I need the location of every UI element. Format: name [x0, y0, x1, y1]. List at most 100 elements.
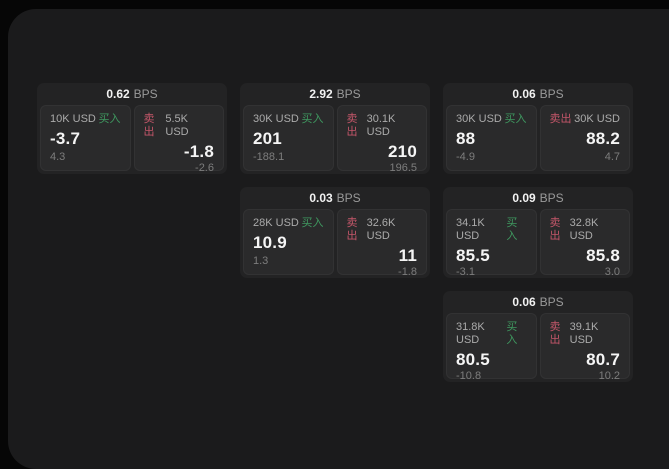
buy-price-value: 88: [456, 129, 476, 148]
buy-change-value: -3.1: [456, 266, 475, 278]
sell-tile[interactable]: 卖出 39.1K USD 80.7 10.2: [539, 313, 630, 382]
buy-price-value: -3.7: [50, 129, 81, 148]
sell-tile-top: 卖出 32.8K USD: [550, 217, 621, 243]
sell-change-value: 10.2: [598, 370, 620, 382]
sell-tile[interactable]: 卖出 30.1K USD 210 196.5: [336, 105, 427, 174]
bps-value: 0.03: [309, 191, 333, 205]
buy-sell-tiles: 34.1K USD 买入 85.5 -3.1 卖出 32.8K USD 85.8…: [446, 209, 630, 278]
bps-header: 0.09 BPS: [446, 187, 630, 209]
sell-side-label: 卖出: [549, 113, 572, 125]
sell-price-value: 80.7: [586, 350, 620, 369]
sell-tile-top: 卖出 32.6K USD: [347, 217, 418, 243]
buy-tile[interactable]: 34.1K USD 买入 85.5 -3.1: [446, 209, 537, 278]
sell-side-label: 卖出: [346, 217, 358, 242]
buy-side-label: 买入: [506, 321, 518, 346]
sell-change-value: -2.6: [195, 162, 214, 174]
sell-price-value: 210: [388, 142, 417, 161]
buy-sell-tiles: 31.8K USD 买入 80.5 -10.8 卖出 39.1K USD 80.…: [446, 313, 630, 382]
buy-tile-top: 31.8K USD 买入: [456, 321, 527, 347]
sell-size-label: 39.1K USD: [569, 321, 599, 346]
buy-tile[interactable]: 30K USD 买入 201 -188.1: [243, 105, 334, 171]
sell-tile-top: 卖出 30.1K USD: [347, 113, 418, 139]
sell-tile[interactable]: 卖出 32.6K USD 11 -1.8: [336, 209, 427, 278]
buy-change-value: 1.3: [253, 255, 269, 267]
buy-tile[interactable]: 31.8K USD 买入 80.5 -10.8: [446, 313, 537, 382]
bps-value: 0.09: [512, 191, 536, 205]
sell-change-value: 3.0: [604, 266, 620, 278]
buy-tile-top: 34.1K USD 买入: [456, 217, 527, 243]
buy-change-value: -10.8: [456, 370, 482, 382]
buy-side-label: 买入: [506, 217, 518, 242]
bps-unit-label: BPS: [539, 191, 564, 205]
buy-change-value: -188.1: [253, 151, 285, 163]
buy-size-label: 10K USD: [50, 113, 96, 125]
buy-price-value: 201: [253, 129, 282, 148]
bps-value: 0.62: [106, 87, 130, 101]
buy-side-label: 买入: [301, 113, 324, 125]
sell-tile-top: 卖出 5.5K USD: [144, 113, 215, 139]
sell-size-label: 32.8K USD: [569, 217, 599, 242]
sell-change-value: 4.7: [604, 151, 620, 163]
bps-value: 0.06: [512, 87, 536, 101]
sell-side-label: 卖出: [346, 113, 358, 138]
buy-size-label: 28K USD: [253, 217, 299, 229]
buy-tile-top: 10K USD 买入: [50, 113, 121, 126]
buy-size-label: 34.1K USD: [456, 217, 485, 242]
quote-card: 0.09 BPS 34.1K USD 买入 85.5 -3.1 卖出 32.8K…: [443, 187, 633, 278]
sell-tile[interactable]: 卖出 30K USD 88.2 4.7: [539, 105, 630, 171]
bps-header: 0.06 BPS: [446, 83, 630, 105]
sell-size-label: 30.1K USD: [366, 113, 396, 138]
quote-card: 0.06 BPS 31.8K USD 买入 80.5 -10.8 卖出 39.1…: [443, 291, 633, 382]
sell-size-label: 32.6K USD: [366, 217, 396, 242]
sell-tile[interactable]: 卖出 5.5K USD -1.8 -2.6: [133, 105, 224, 174]
sell-price-value: 85.8: [586, 246, 620, 265]
buy-price-value: 85.5: [456, 246, 490, 265]
bps-header: 0.62 BPS: [40, 83, 224, 105]
buy-side-label: 买入: [98, 113, 121, 125]
bps-unit-label: BPS: [336, 87, 361, 101]
buy-size-label: 31.8K USD: [456, 321, 485, 346]
sell-price-value: -1.8: [183, 142, 214, 161]
quotes-grid: 0.62 BPS 10K USD 买入 -3.7 4.3 卖出 5.5K USD…: [37, 83, 633, 382]
sell-size-label: 30K USD: [574, 113, 620, 125]
bps-unit-label: BPS: [133, 87, 158, 101]
sell-side-label: 卖出: [549, 217, 561, 242]
buy-tile[interactable]: 10K USD 买入 -3.7 4.3: [40, 105, 131, 171]
sell-tile-top: 卖出 39.1K USD: [550, 321, 621, 347]
quote-card: 0.06 BPS 30K USD 买入 88 -4.9 卖出 30K USD 8…: [443, 83, 633, 174]
bps-unit-label: BPS: [539, 295, 564, 309]
buy-tile-top: 28K USD 买入: [253, 217, 324, 230]
bps-unit-label: BPS: [336, 191, 361, 205]
sell-change-value: 196.5: [389, 162, 417, 174]
buy-tile-top: 30K USD 买入: [456, 113, 527, 126]
sell-side-label: 卖出: [549, 321, 561, 346]
buy-change-value: 4.3: [50, 151, 66, 163]
sell-size-label: 5.5K USD: [165, 113, 189, 138]
sell-tile[interactable]: 卖出 32.8K USD 85.8 3.0: [539, 209, 630, 278]
bps-value: 0.06: [512, 295, 536, 309]
sell-change-value: -1.8: [398, 266, 417, 278]
buy-side-label: 买入: [301, 217, 324, 229]
sell-price-value: 11: [398, 246, 417, 265]
buy-tile[interactable]: 28K USD 买入 10.9 1.3: [243, 209, 334, 275]
bps-header: 0.06 BPS: [446, 291, 630, 313]
sell-side-label: 卖出: [143, 113, 155, 138]
buy-size-label: 30K USD: [253, 113, 299, 125]
bps-unit-label: BPS: [539, 87, 564, 101]
sell-tile-top: 卖出 30K USD: [550, 113, 621, 126]
buy-sell-tiles: 10K USD 买入 -3.7 4.3 卖出 5.5K USD -1.8 -2.…: [40, 105, 224, 174]
buy-tile-top: 30K USD 买入: [253, 113, 324, 126]
buy-sell-tiles: 30K USD 买入 88 -4.9 卖出 30K USD 88.2 4.7: [446, 105, 630, 171]
quote-card: 2.92 BPS 30K USD 买入 201 -188.1 卖出 30.1K …: [240, 83, 430, 174]
sell-price-value: 88.2: [586, 129, 620, 148]
buy-sell-tiles: 28K USD 买入 10.9 1.3 卖出 32.6K USD 11 -1.8: [243, 209, 427, 278]
buy-size-label: 30K USD: [456, 113, 502, 125]
buy-sell-tiles: 30K USD 买入 201 -188.1 卖出 30.1K USD 210 1…: [243, 105, 427, 174]
quote-card: 0.03 BPS 28K USD 买入 10.9 1.3 卖出 32.6K US…: [240, 187, 430, 278]
buy-side-label: 买入: [504, 113, 527, 125]
buy-tile[interactable]: 30K USD 买入 88 -4.9: [446, 105, 537, 171]
buy-price-value: 10.9: [253, 233, 287, 252]
bps-header: 2.92 BPS: [243, 83, 427, 105]
buy-change-value: -4.9: [456, 151, 475, 163]
trading-panel: 0.62 BPS 10K USD 买入 -3.7 4.3 卖出 5.5K USD…: [8, 9, 669, 469]
